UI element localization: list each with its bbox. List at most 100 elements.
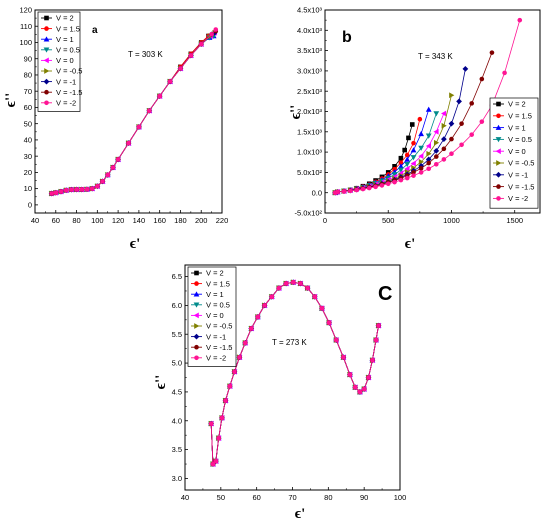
data-point — [49, 191, 54, 196]
x-tick-label: 220 — [216, 216, 229, 225]
data-point — [198, 41, 204, 47]
x-tick-label: 100 — [394, 493, 407, 502]
y-tick-label: 3.5 — [172, 445, 182, 454]
y-tick-label: 50 — [24, 119, 32, 128]
y-tick-label: 1.0x10³ — [297, 148, 323, 157]
data-point — [398, 160, 404, 165]
y-tick-label: 110 — [20, 22, 32, 31]
data-point — [479, 119, 485, 124]
data-point — [178, 66, 183, 71]
data-point — [366, 375, 371, 380]
data-point — [398, 163, 404, 169]
data-point — [433, 111, 440, 117]
legend-label: V = -0.5 — [56, 67, 82, 76]
data-point — [333, 337, 339, 343]
y-tick-label: 70 — [24, 87, 32, 96]
legend-label: V = 1 — [206, 290, 224, 299]
data-point — [146, 108, 152, 113]
y-tick-label: 20 — [24, 168, 32, 177]
data-point — [441, 157, 447, 162]
data-point — [425, 143, 432, 149]
x-tick-label: 90 — [360, 493, 368, 502]
data-point — [347, 372, 353, 377]
x-tick-label: 160 — [153, 216, 166, 225]
panel-c-ylabel: ϵ'' — [153, 375, 169, 390]
data-point — [255, 314, 261, 320]
legend-label: V = 0.5 — [56, 46, 80, 55]
plot-a: 40 60 80 100 120 140 160 180 200 220 0 10 20 30 40 50 60… — [19, 6, 228, 225]
y-tick-label: 2.5x10³ — [297, 87, 323, 96]
legend-marker — [496, 113, 501, 119]
legend-marker — [194, 281, 199, 286]
legend-label: V = 0 — [56, 56, 74, 65]
data-point — [216, 435, 221, 441]
data-point — [105, 172, 111, 178]
legend-label: V = 2 — [508, 100, 526, 109]
legend-marker — [496, 160, 502, 166]
data-point — [248, 326, 254, 331]
legend-marker — [495, 124, 502, 130]
data-point — [418, 166, 424, 171]
data-point — [298, 281, 303, 286]
legend: V = 2V = 1.5V = 1V = 0.5V = 0V = -0.5V =… — [187, 266, 237, 367]
panel-b-ylabel: ϵ'' — [288, 105, 304, 120]
data-point — [517, 17, 523, 23]
data-point — [219, 415, 225, 421]
legend-label: V = 1.5 — [56, 24, 80, 33]
legend-label: V = -1.5 — [56, 88, 82, 97]
legend: V = 2V = 1.5V = 1V = 0.5V = 0V = -0.5V =… — [37, 11, 82, 112]
data-point — [110, 165, 116, 170]
data-point — [69, 187, 74, 192]
y-tick-label: 4.0x10³ — [297, 26, 323, 35]
data-point — [409, 122, 415, 127]
data-point — [227, 383, 233, 389]
legend-marker — [44, 15, 49, 21]
legend-marker — [495, 148, 501, 155]
data-point — [305, 285, 310, 291]
data-point — [433, 161, 439, 167]
panel-c-label: C — [378, 283, 392, 305]
data-point — [410, 155, 417, 161]
legend-marker — [44, 26, 49, 31]
data-point — [373, 184, 378, 190]
x-tick-label: 80 — [72, 216, 80, 225]
x-tick-label: 50 — [217, 493, 225, 502]
data-point — [63, 187, 69, 193]
panel-b-xlabel: ϵ' — [405, 236, 415, 252]
x-tick-label: 200 — [195, 216, 208, 225]
y-tick-label: 120 — [19, 6, 32, 15]
legend-label: V = -2 — [56, 99, 76, 108]
x-tick-label: 100 — [91, 216, 104, 225]
x-tick-label: 0 — [323, 216, 327, 225]
data-point — [100, 179, 105, 184]
legend-marker — [43, 78, 50, 85]
data-point — [53, 190, 59, 195]
data-point — [237, 355, 242, 360]
data-point — [210, 461, 216, 467]
legend-marker — [44, 89, 49, 95]
data-point — [418, 145, 424, 151]
data-point — [425, 106, 432, 112]
legend-label: V = -0.5 — [508, 159, 534, 168]
legend-label: V = 0.5 — [206, 301, 230, 310]
data-point — [441, 122, 447, 129]
data-point — [392, 179, 397, 185]
data-point — [361, 386, 367, 392]
legend-marker — [496, 196, 501, 201]
data-point — [418, 130, 424, 137]
data-point — [312, 294, 318, 300]
x-tick-label: 1000 — [443, 216, 460, 225]
data-point — [373, 337, 379, 343]
y-tick-label: 3.5x10³ — [297, 46, 323, 55]
data-point — [352, 385, 358, 390]
data-point — [276, 285, 282, 291]
panel-c-xlabel: ϵ' — [295, 506, 305, 522]
y-tick-label: 10 — [24, 184, 32, 193]
data-point — [136, 124, 142, 130]
data-point — [398, 155, 404, 161]
legend-marker — [44, 68, 50, 74]
data-point — [456, 98, 462, 105]
legend-label: V = 0.5 — [508, 135, 532, 144]
panel-a-xlabel: ϵ' — [130, 236, 140, 252]
legend-label: V = 2 — [56, 14, 74, 23]
